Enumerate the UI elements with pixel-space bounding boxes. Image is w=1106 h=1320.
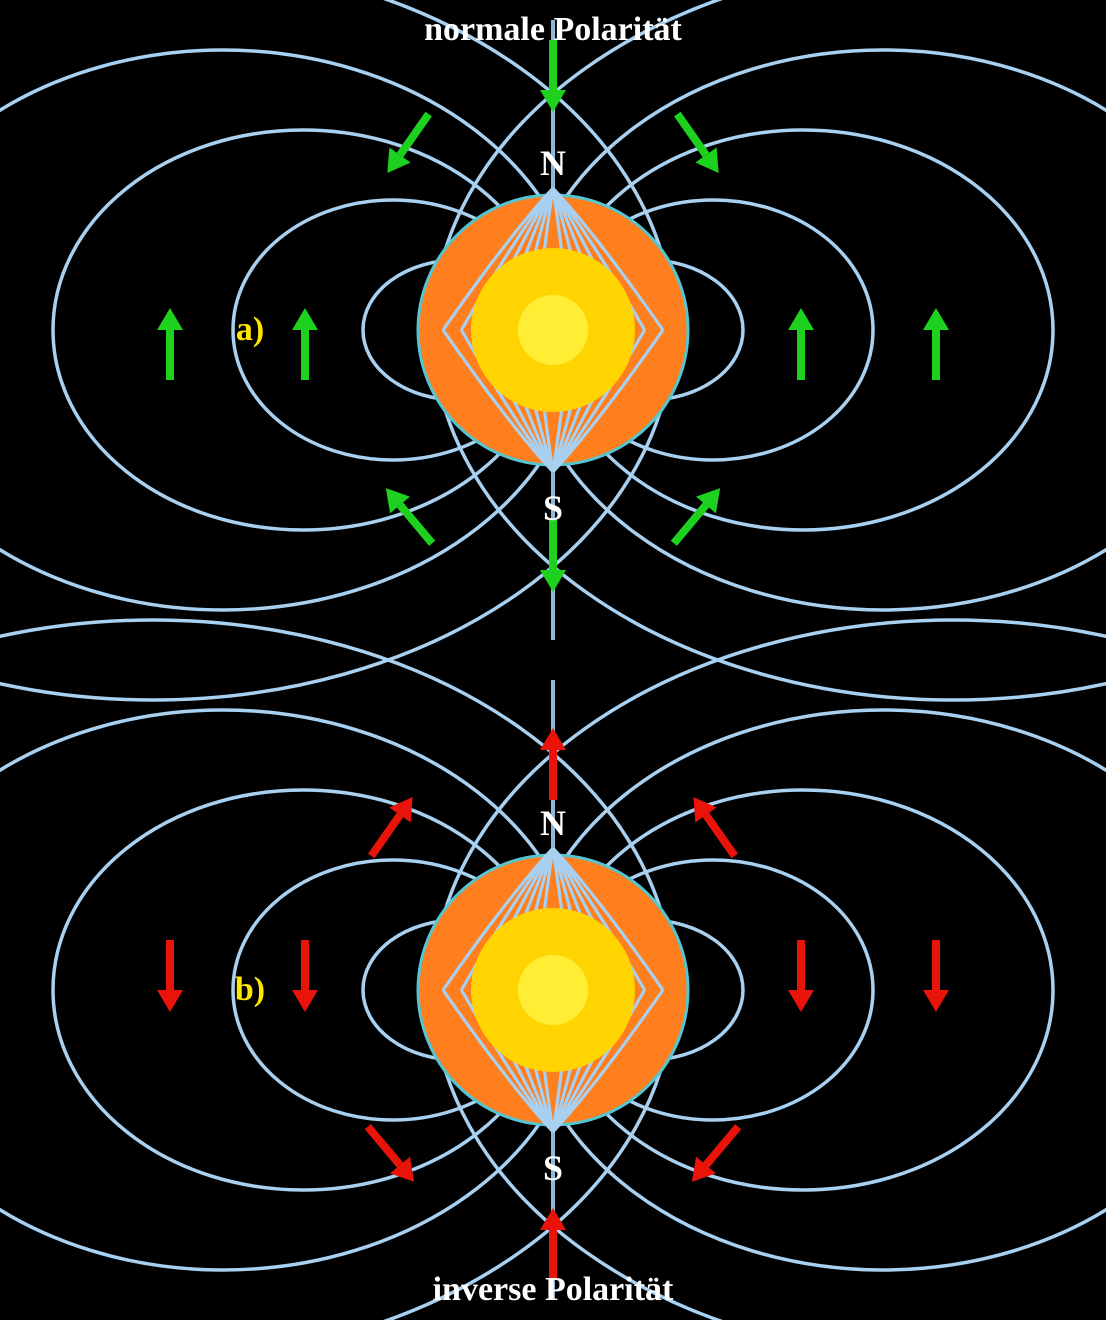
inner-core-circle xyxy=(518,295,588,365)
pole-label-south: S xyxy=(543,488,563,528)
inner-core-circle xyxy=(518,955,588,1025)
pole-label-south: S xyxy=(543,1148,563,1188)
panel-title: inverse Polarität xyxy=(433,1271,674,1308)
pole-label-north: N xyxy=(540,143,566,183)
panel-title: normale Polarität xyxy=(424,11,682,48)
panel-label: b) xyxy=(235,971,265,1008)
diagram-stage: N Sa) normale Polarität N Sb) inverse Polarit… xyxy=(0,0,1106,1320)
panel-label: a) xyxy=(236,311,264,348)
pole-label-north: N xyxy=(540,803,566,843)
